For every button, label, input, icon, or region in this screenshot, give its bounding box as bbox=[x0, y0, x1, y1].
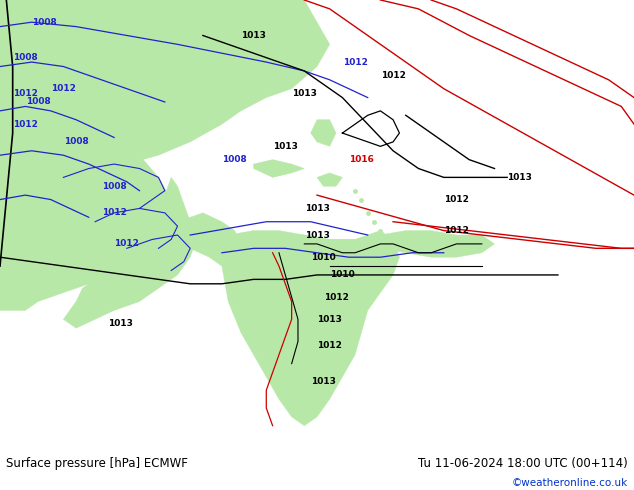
Polygon shape bbox=[171, 213, 241, 266]
Text: 1013: 1013 bbox=[311, 377, 336, 386]
Polygon shape bbox=[254, 160, 304, 177]
Text: 1010: 1010 bbox=[330, 270, 355, 279]
Text: 1012: 1012 bbox=[101, 208, 127, 218]
Text: 1012: 1012 bbox=[380, 71, 406, 80]
Text: 1012: 1012 bbox=[13, 89, 38, 98]
Polygon shape bbox=[0, 0, 330, 169]
Polygon shape bbox=[311, 120, 336, 147]
Text: Surface pressure [hPa] ECMWF: Surface pressure [hPa] ECMWF bbox=[6, 458, 188, 470]
Text: ©weatheronline.co.uk: ©weatheronline.co.uk bbox=[512, 478, 628, 488]
Text: 1013: 1013 bbox=[273, 142, 298, 151]
Text: 1008: 1008 bbox=[25, 98, 51, 106]
Text: Tu 11-06-2024 18:00 UTC (00+114): Tu 11-06-2024 18:00 UTC (00+114) bbox=[418, 458, 628, 470]
Polygon shape bbox=[279, 231, 495, 257]
Text: 1013: 1013 bbox=[507, 173, 533, 182]
Text: 1012: 1012 bbox=[323, 293, 349, 302]
Text: 1013: 1013 bbox=[304, 204, 330, 213]
Text: 1008: 1008 bbox=[222, 155, 247, 164]
Text: 1012: 1012 bbox=[51, 84, 76, 93]
Text: 1013: 1013 bbox=[241, 31, 266, 40]
Text: 1008: 1008 bbox=[13, 53, 38, 62]
Text: 1008: 1008 bbox=[32, 18, 57, 26]
Text: 1012: 1012 bbox=[317, 342, 342, 350]
Text: 1008: 1008 bbox=[101, 182, 127, 191]
Text: 1013: 1013 bbox=[317, 315, 342, 324]
Text: 1013: 1013 bbox=[304, 230, 330, 240]
Text: 1012: 1012 bbox=[114, 240, 139, 248]
Text: 1013: 1013 bbox=[108, 319, 133, 328]
Polygon shape bbox=[222, 231, 399, 426]
Text: 1012: 1012 bbox=[13, 120, 38, 129]
Text: 1012: 1012 bbox=[444, 226, 469, 235]
Text: 1010: 1010 bbox=[311, 253, 336, 262]
Text: 1013: 1013 bbox=[292, 89, 317, 98]
Text: 1008: 1008 bbox=[63, 137, 89, 147]
Polygon shape bbox=[317, 173, 342, 186]
Text: 1012: 1012 bbox=[342, 58, 368, 67]
Polygon shape bbox=[63, 177, 197, 328]
Text: 1016: 1016 bbox=[349, 155, 374, 164]
Polygon shape bbox=[0, 142, 171, 311]
Text: 1012: 1012 bbox=[444, 195, 469, 204]
